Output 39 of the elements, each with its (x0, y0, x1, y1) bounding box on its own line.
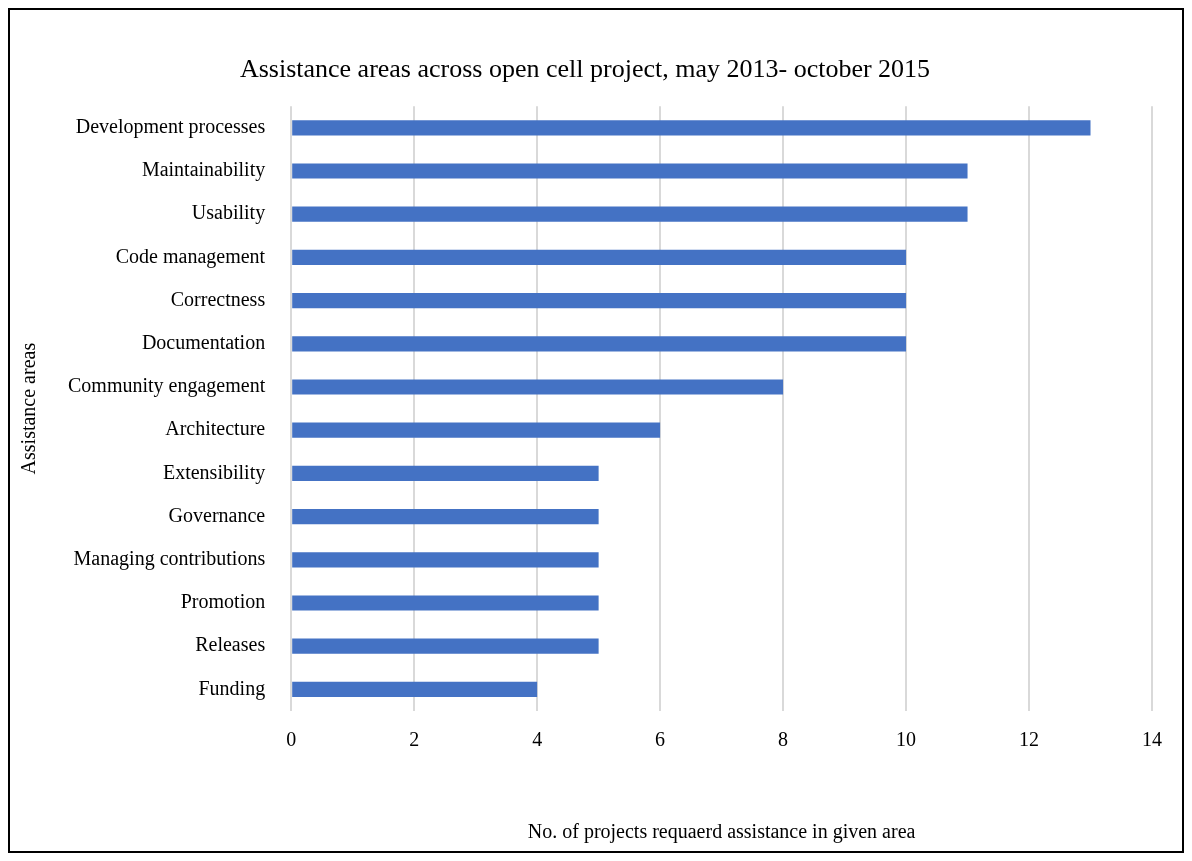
y-tick-label: Maintainability (141, 158, 266, 182)
y-tick-label: Architecture (165, 417, 266, 440)
bar (292, 638, 599, 654)
bar (292, 293, 907, 309)
x-tick-label: 8 (778, 728, 789, 751)
y-tick-label: Funding (198, 676, 266, 700)
bar (292, 163, 968, 179)
bar (292, 595, 599, 611)
bar (292, 249, 907, 265)
y-tick-label: Extensibility (162, 460, 266, 484)
bar (292, 465, 599, 481)
y-tick-label: Governance (168, 503, 266, 526)
y-tick-label: Correctness (170, 287, 266, 310)
x-tick-label: 4 (532, 728, 543, 751)
y-tick-label: Managing contributions (73, 547, 266, 571)
x-tick-label: 6 (655, 728, 666, 751)
chart-title: Assistance areas across open cell project, may 2013- october 2015 (239, 54, 931, 84)
bar (292, 336, 907, 352)
y-tick-label: Code management (115, 244, 266, 268)
y-tick-label: Releases (195, 633, 266, 656)
x-tick-label: 0 (286, 728, 297, 751)
bar (292, 509, 599, 525)
y-tick-label: Promotion (180, 590, 266, 613)
bar (292, 681, 538, 697)
y-tick-label: Community engagement (68, 374, 266, 398)
x-tick-label: 14 (1142, 728, 1162, 751)
y-axis-title: Assistance areas (17, 342, 40, 475)
bar (292, 552, 599, 568)
bar (292, 120, 1091, 136)
y-tick-label: Documentation (141, 331, 266, 354)
x-tick-label: 10 (896, 728, 917, 751)
x-tick-label: 12 (1019, 728, 1040, 751)
bar (292, 206, 968, 222)
x-tick-label: 2 (409, 728, 420, 751)
bar (292, 422, 661, 438)
y-tick-label: Usability (191, 201, 266, 225)
bar (292, 379, 784, 395)
x-axis-title: No. of projects requaerd assistance in given area (527, 820, 916, 844)
y-tick-label: Development processes (75, 115, 266, 139)
